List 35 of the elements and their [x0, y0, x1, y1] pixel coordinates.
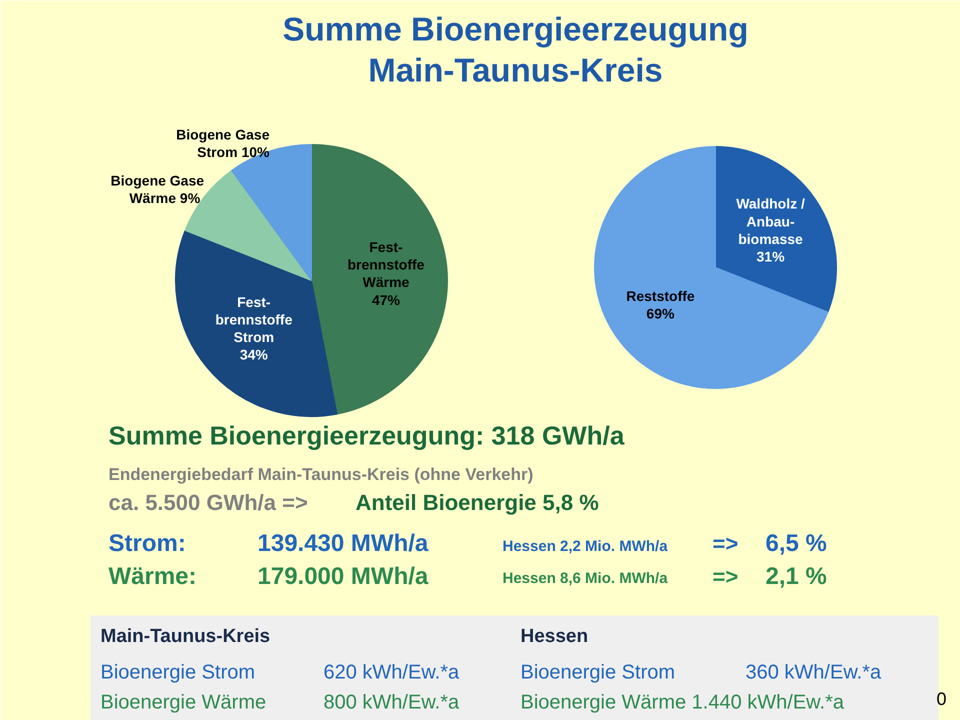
- data-label: 69%: [646, 306, 676, 322]
- text: 620 kWh/Ew.*a: [324, 662, 460, 684]
- text: Strom:: [108, 530, 186, 557]
- text: Summe Bioenergieerzeugung: 318 GWh/a: [108, 420, 625, 450]
- text: 800 kWh/Ew.*a: [324, 692, 460, 714]
- slice-label: Fest- brennstoffe Strom: [215, 294, 293, 345]
- text: Bioenergie Strom: [100, 662, 256, 684]
- text: Bioenergie Strom: [520, 662, 676, 684]
- text: 179.000 MWh/a: [258, 563, 429, 590]
- text: ca. 5.500 GWh/a =>: [108, 490, 308, 515]
- text: =>: [712, 564, 738, 589]
- text: Bioenergie Wärme 1.440 kWh/Ew.*a: [520, 692, 845, 714]
- text: 2,1 %: [766, 563, 827, 590]
- slice-label: Waldholz / Anbau- biomasse: [736, 196, 805, 247]
- text: Bioenergie Wärme: [100, 692, 266, 714]
- slice-label: Biogene Gase Wärme 9%: [110, 172, 204, 206]
- text: Hessen 8,6 Mio. MWh/a: [502, 570, 668, 587]
- text: 360 kWh/Ew.*a: [746, 662, 882, 684]
- slice-label: Biogene Gase Strom 10%: [176, 126, 270, 160]
- data-label: 31%: [756, 248, 786, 264]
- slice-label: Fest- brennstoffe Wärme: [347, 239, 425, 290]
- text: Wärme:: [108, 563, 197, 590]
- slice-label: Reststoffe: [626, 288, 695, 304]
- text: Summe Bioenergieerzeugung Main-Taunus-Kreis: [282, 10, 748, 88]
- text: Endenergiebedarf Main-Taunus-Kreis (ohne Verkehr): [108, 465, 534, 484]
- data-label: 47%: [372, 292, 401, 308]
- data-label: 34%: [240, 346, 268, 363]
- text: =>: [712, 531, 738, 556]
- text: 6,5 %: [766, 530, 827, 557]
- text: 0: [936, 689, 947, 709]
- text: 139.430 MWh/a: [258, 530, 429, 557]
- text: Hessen 2,2 Mio. MWh/a: [502, 538, 668, 555]
- text: Anteil Bioenergie 5,8 %: [356, 490, 599, 515]
- text: Main-Taunus-Kreis: [100, 626, 270, 647]
- text: Hessen: [520, 626, 588, 647]
